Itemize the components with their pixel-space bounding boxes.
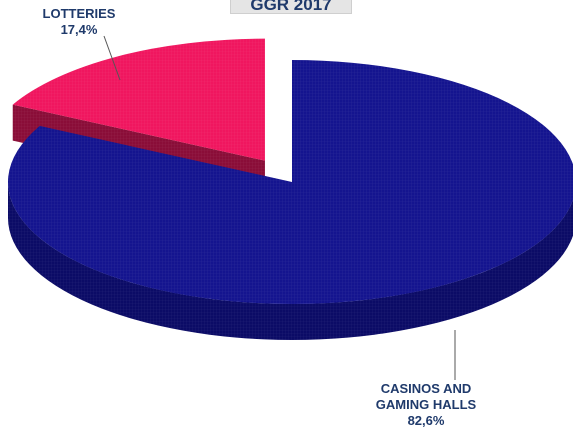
- chart-title: GGR 2017: [230, 0, 352, 14]
- lotteries-value: 17,4%: [60, 22, 98, 37]
- pie-slice-side: [8, 182, 573, 340]
- casinos-name-line-2: GAMING HALLS: [375, 397, 477, 412]
- lotteries-leader-line: [103, 35, 121, 81]
- lotteries-name: LOTTERIES: [42, 6, 116, 21]
- casinos-label: CASINOS AND GAMING HALLS 82,6%: [370, 381, 482, 429]
- pie-slice-top: [8, 60, 573, 304]
- lotteries-label: LOTTERIES 17,4%: [34, 6, 124, 38]
- pie-slice-top: [12, 38, 265, 161]
- casinos-value: 82,6%: [407, 413, 445, 428]
- casinos-name-line-1: CASINOS AND: [380, 381, 472, 396]
- pie-slice-casinos-and-gaming-halls: [8, 60, 573, 340]
